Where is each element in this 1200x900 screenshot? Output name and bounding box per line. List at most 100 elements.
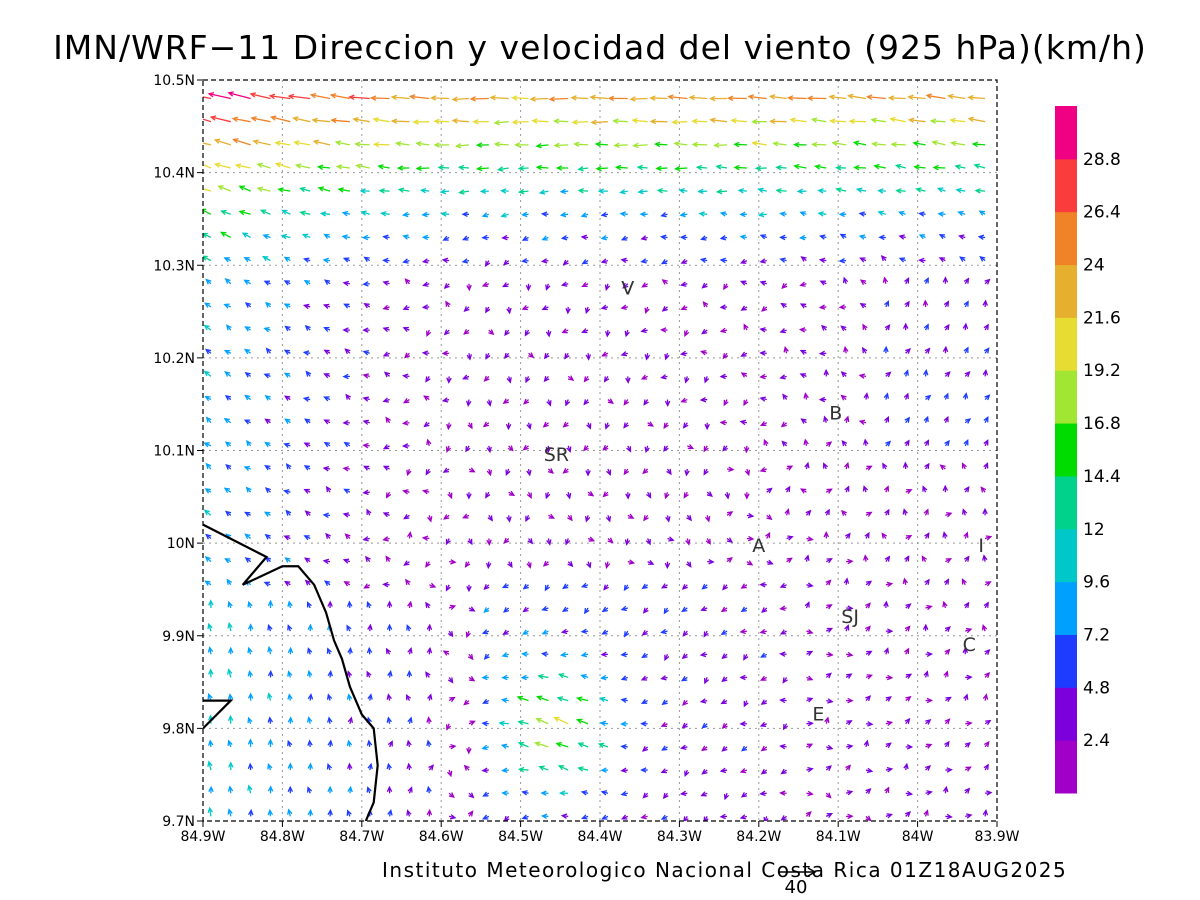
wind-vector [944,718,951,725]
wind-vector [341,210,351,217]
wind-vector [524,329,530,337]
wind-vector [565,399,571,407]
wind-vector [264,441,271,448]
wind-vector [405,578,411,586]
wind-vector [949,140,966,147]
wind-vector [520,674,529,681]
wind-vector [428,764,435,771]
colorbar-segment [1055,475,1077,530]
wind-vector [620,651,628,658]
wind-vector [858,419,867,425]
wind-vector [552,118,569,124]
wind-vector [334,140,351,146]
wind-vector [719,767,728,774]
wind-vector [945,558,952,564]
wind-vector [527,538,534,545]
wind-vector [330,117,350,124]
wind-vector [644,445,650,454]
wind-vector [620,235,629,241]
reference-arrow-head [807,867,817,877]
wind-vector [503,815,510,821]
wind-vector [463,306,470,313]
wind-vector [303,488,311,494]
wind-vector [944,371,951,378]
wind-vector [307,693,314,701]
wind-vector [757,211,767,218]
wind-vector [641,282,648,288]
wind-vector [660,768,668,774]
wind-vector [955,187,966,194]
wind-vector [427,693,433,701]
wind-vector [974,188,986,194]
wind-vector [846,605,854,611]
wind-vector [245,440,252,447]
wind-vector [576,718,589,725]
wind-vector [307,669,313,678]
wind-vector [422,489,430,495]
wind-vector [603,376,610,383]
colorbar-segment [1055,264,1077,318]
wind-vector [267,692,273,701]
wind-vector [720,698,728,705]
wind-vector [382,326,390,333]
wind-vector [540,651,549,657]
wind-vector [540,813,549,819]
wind-vector [577,742,589,748]
wind-vector [726,557,733,563]
wind-vector [433,142,450,148]
place-label: I [978,535,984,557]
wind-vector [643,399,649,406]
wind-vector [467,653,474,661]
wind-vector [627,559,636,565]
wind-vector [287,716,294,724]
wind-vector [962,322,969,331]
wind-vector [963,693,969,701]
wind-vector [507,445,514,452]
colorbar-segment [1055,158,1077,213]
wind-vector [234,163,251,169]
wind-vector [247,716,253,724]
wind-vector [699,396,708,403]
wind-vector [342,558,351,564]
wind-vector [601,629,609,635]
wind-vector [885,696,892,702]
wind-vector [620,304,628,310]
lat-tick-label: 10.4N [153,166,195,182]
wind-vector [517,766,529,773]
wind-vector [462,374,470,380]
wind-vector [967,94,986,101]
wind-vector [326,763,333,771]
wind-vector [217,185,232,192]
wind-vector [772,141,787,147]
wind-vector [447,677,454,684]
speed-colorbar: 2.4 4.8 7.2 9.6 12 14.4 16.8 19.2 21.6 24 26.4 28.8 [1055,106,1121,794]
wind-vector [562,468,569,474]
wind-vector [526,422,532,430]
wind-vector [601,606,609,613]
wind-vector [624,538,631,546]
wind-vector [402,326,410,332]
wind-vector [779,743,787,750]
wind-vector [422,281,430,287]
wind-vector [679,211,688,218]
wind-vector [502,629,510,635]
wind-vector [382,581,390,588]
wind-vector [719,419,728,426]
wind-vector [641,629,649,636]
wind-vector [220,209,232,216]
wind-vector [362,327,370,333]
wind-vector [560,234,569,241]
wind-vector [493,119,509,126]
wind-vector [835,165,847,171]
wind-vector [865,580,873,587]
wind-vector [779,697,787,704]
wind-vector [307,647,313,655]
wind-vector [415,165,430,172]
wind-vector [665,515,671,523]
wind-vector [247,623,254,632]
wind-vector [466,283,472,292]
wind-vector [441,257,450,264]
wind-vector [586,422,592,430]
wind-vector [323,441,331,448]
wind-vector [923,508,929,516]
